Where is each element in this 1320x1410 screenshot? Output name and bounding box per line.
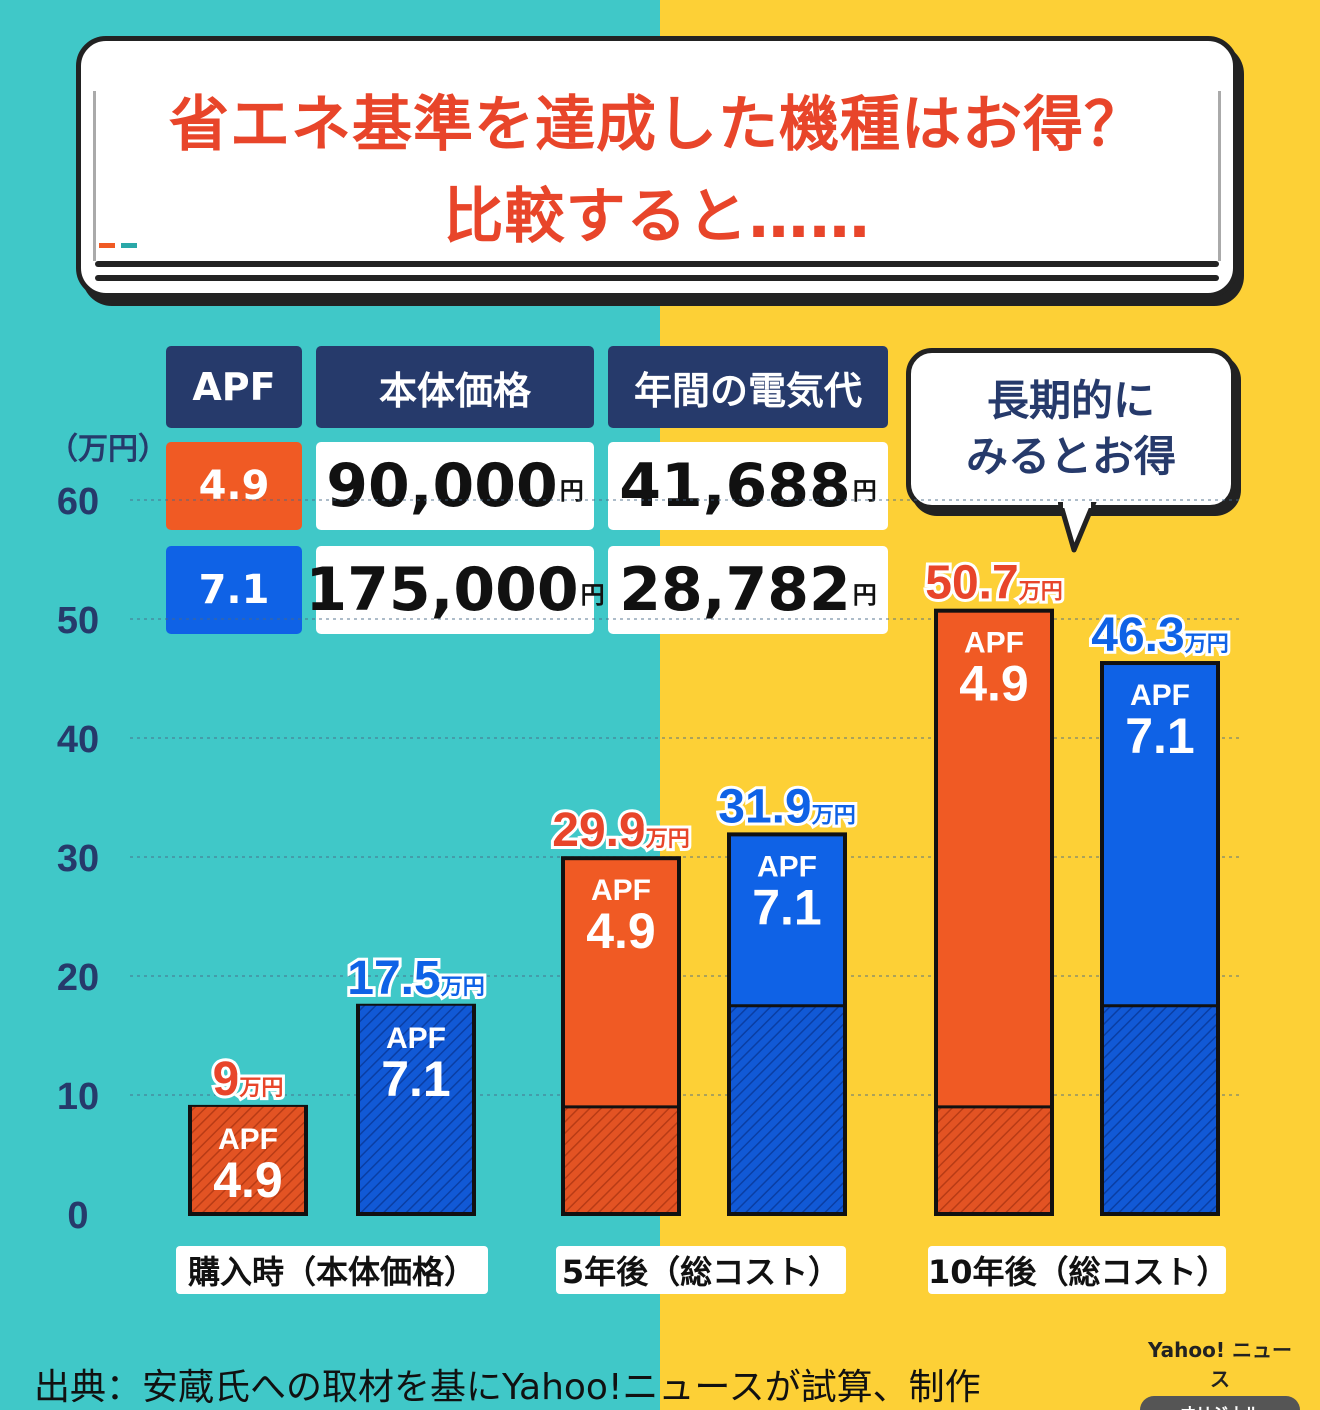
data-label: 29.9万円 [552, 804, 689, 857]
logo-text: Yahoo! ニュース [1148, 1338, 1292, 1391]
bubble-line-1: 長期的に [986, 376, 1155, 425]
banner-grill-line-2 [95, 275, 1219, 281]
table-price-4-9: 90,000 円 [316, 442, 594, 530]
data-label: 50.7万円 [925, 557, 1062, 610]
y-tick-label: 20 [57, 957, 99, 999]
banner-grill-line-1 [95, 261, 1219, 267]
bar-inner-label: APF [386, 1022, 446, 1055]
data-label: 17.5万円 [347, 952, 484, 1005]
category-label-5-years: 5年後（総コスト） [556, 1246, 846, 1294]
y-tick-label: 10 [57, 1076, 99, 1118]
bar-inner-label: APF [218, 1123, 278, 1156]
bar-base-segment [731, 1005, 843, 1212]
table-header-price: 本体価格 [316, 346, 594, 428]
bar-base-segment [565, 1106, 677, 1212]
banner-side-line-right [1218, 91, 1221, 261]
data-label: 9万円 [213, 1053, 284, 1106]
y-tick-label: 0 [67, 1195, 88, 1237]
y-tick-label: 50 [57, 600, 99, 642]
y-tick-label: 30 [57, 838, 99, 880]
indicator-light-teal [121, 243, 137, 248]
bar-inner-value: 7.1 [1125, 708, 1195, 764]
title-line-1: 省エネ基準を達成した機種はお得？ [169, 90, 1145, 160]
bar-base-segment [192, 1106, 304, 1212]
bar-inner-value: 7.1 [381, 1051, 451, 1107]
y-tick-label: 40 [57, 719, 99, 761]
table-header-electricity: 年間の電気代 [608, 346, 888, 428]
bubble-line-2: みるとお得 [965, 432, 1176, 481]
category-label-10-years: 10年後（総コスト） [928, 1246, 1229, 1294]
price-value: 175,000 [305, 555, 579, 625]
category-label-purchase: 購入時（本体価格） [176, 1246, 488, 1294]
logo-badge: オリジナル [1140, 1396, 1300, 1410]
bar-base-segment [938, 1106, 1050, 1212]
bar-base-segment [1104, 1005, 1216, 1212]
title-line-2: 比較すると…… [443, 182, 871, 252]
bar-inner-value: 7.1 [752, 879, 822, 935]
title-banner: 省エネ基準を達成した機種はお得？ 比較すると…… [76, 36, 1238, 298]
bar-inner-value: 4.9 [213, 1152, 283, 1208]
banner-side-line-left [93, 91, 96, 261]
table-apf-4-9: 4.9 [166, 442, 302, 530]
y-axis-unit-label: （万円） [48, 432, 168, 467]
data-label: 46.3万円 [1091, 609, 1228, 662]
table-header-apf: APF [166, 346, 302, 428]
yahoo-news-logo: Yahoo! ニュース オリジナル [1140, 1334, 1300, 1410]
bar-inner-value: 4.9 [586, 903, 656, 959]
chart-title: 省エネ基準を達成した機種はお得？ 比較すると…… [81, 79, 1233, 263]
bar-inner-label: APF [1130, 679, 1190, 712]
speech-bubble-tail [1058, 502, 1097, 553]
y-tick-label: 60 [57, 481, 99, 523]
electricity-value: 41,688 [619, 451, 851, 521]
indicator-light-orange [99, 243, 115, 248]
bar-inner-label: APF [591, 874, 651, 907]
data-label: 31.9万円 [718, 780, 855, 833]
bar-inner-value: 4.9 [959, 656, 1029, 712]
yen-unit: 円 [852, 581, 877, 609]
bar-inner-label: APF [757, 850, 817, 883]
bar-base-segment [360, 1005, 472, 1212]
electricity-value: 28,782 [619, 555, 851, 625]
bar-inner-label: APF [964, 627, 1024, 660]
price-value: 90,000 [326, 451, 558, 521]
yen-unit: 円 [580, 581, 605, 609]
source-credit: 出典：安蔵氏への取材を基にYahoo!ニュースが試算、制作 [34, 1367, 981, 1408]
